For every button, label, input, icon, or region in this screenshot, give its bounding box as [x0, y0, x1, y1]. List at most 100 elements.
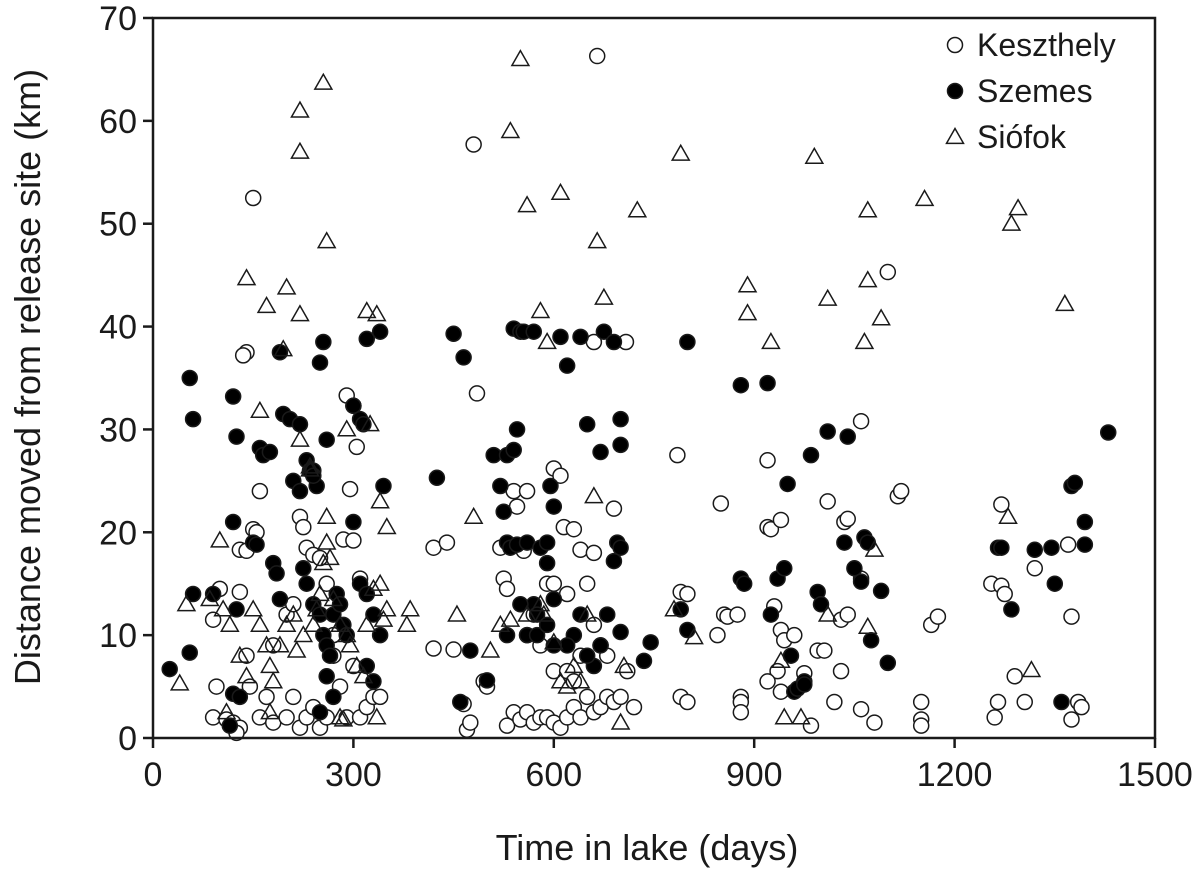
data-point-keszthely	[759, 673, 776, 690]
data-point-si-fok	[587, 231, 608, 249]
data-point-si-fok	[290, 141, 310, 159]
data-point-si-fok	[243, 599, 263, 617]
data-point-szemes	[762, 606, 780, 623]
data-point-szemes	[836, 534, 853, 551]
x-tick-label: 0	[144, 756, 163, 794]
data-point-szemes	[375, 477, 392, 495]
data-point-si-fok	[363, 578, 384, 596]
data-point-keszthely	[912, 717, 930, 734]
data-point-keszthely	[498, 717, 516, 734]
data-point-si-fok	[614, 655, 634, 674]
data-point-szemes	[776, 560, 793, 577]
data-point-si-fok	[914, 189, 935, 207]
data-point-si-fok	[761, 331, 781, 350]
data-point-keszthely	[1073, 698, 1090, 716]
x-tick-label: 300	[325, 756, 382, 794]
data-point-szemes	[552, 328, 569, 346]
data-point-keszthely	[572, 541, 589, 559]
data-point-si-fok	[220, 614, 240, 632]
y-tick-label: 0	[118, 720, 137, 758]
data-point-szemes	[358, 585, 376, 603]
data-point-keszthely	[578, 688, 596, 706]
data-point-szemes	[819, 423, 836, 440]
data-point-szemes	[345, 513, 362, 531]
data-point-si-fok	[577, 604, 597, 622]
data-point-si-fok	[276, 614, 297, 632]
data-point-keszthely	[518, 482, 536, 500]
data-point-keszthely	[1063, 608, 1080, 625]
x-axis: 0 300 600 900 1200 1500	[144, 738, 1193, 794]
data-point-si-fok	[360, 414, 380, 432]
data-point-szemes	[181, 644, 198, 661]
data-point-keszthely	[585, 544, 603, 562]
data-point-si-fok	[480, 640, 501, 658]
data-point-si-fok	[306, 599, 327, 617]
data-point-si-fok	[176, 594, 197, 612]
data-point-keszthely	[348, 438, 365, 456]
legend-label-szemes: Szemes	[977, 73, 1093, 109]
data-point-szemes	[371, 626, 389, 644]
data-point-keszthely	[208, 678, 225, 695]
data-point-keszthely	[852, 412, 870, 430]
data-point-szemes	[732, 376, 750, 394]
data-point-szemes	[642, 634, 659, 651]
data-point-keszthely	[578, 575, 596, 592]
data-point-si-fok	[377, 517, 397, 535]
data-point-szemes	[358, 330, 376, 348]
data-point-si-fok	[584, 486, 604, 504]
x-tick-label: 1200	[917, 756, 993, 794]
data-point-si-fok	[293, 625, 314, 643]
data-point-keszthely	[819, 493, 836, 510]
data-point-szemes	[492, 477, 509, 495]
data-point-si-fok	[771, 650, 791, 668]
data-point-szemes	[445, 325, 462, 343]
data-point-si-fok	[250, 614, 270, 632]
data-point-keszthely	[1059, 536, 1077, 553]
data-point-keszthely	[1063, 711, 1080, 728]
legend: Keszthely Szemes Siófok	[945, 27, 1116, 155]
data-point-keszthely	[912, 693, 930, 711]
data-point-szemes	[1066, 474, 1084, 492]
data-point-keszthely	[371, 688, 389, 706]
data-point-keszthely	[832, 662, 850, 680]
data-point-szemes	[796, 676, 813, 693]
data-point-keszthely	[852, 700, 870, 718]
data-point-szemes	[221, 717, 239, 734]
data-point-si-fok	[400, 599, 420, 617]
data-point-si-fok	[236, 268, 257, 286]
data-point-keszthely	[729, 606, 746, 623]
data-point-szemes	[612, 623, 629, 641]
data-point-si-fok	[500, 121, 521, 139]
y-tick-label: 10	[99, 617, 137, 655]
data-point-szemes	[248, 536, 265, 553]
data-point-keszthely	[669, 446, 686, 464]
data-point-si-fok	[290, 100, 310, 118]
data-point-si-fok	[300, 456, 320, 474]
data-point-keszthely	[996, 585, 1013, 603]
data-point-si-fok	[366, 304, 387, 322]
data-point-szemes	[321, 647, 339, 664]
data-point-szemes	[271, 590, 289, 608]
data-point-si-fok	[857, 616, 878, 635]
data-point-szemes	[1043, 539, 1060, 556]
data-point-szemes	[572, 328, 589, 346]
data-point-si-fok	[286, 640, 307, 658]
data-point-szemes	[224, 388, 242, 405]
data-point-keszthely	[1006, 668, 1023, 685]
data-point-si-fok	[300, 459, 320, 477]
data-point-keszthely	[892, 482, 910, 500]
data-point-szemes	[538, 534, 556, 551]
data-point-keszthely	[438, 534, 456, 551]
data-point-keszthely	[445, 641, 462, 658]
data-point-keszthely	[625, 698, 643, 716]
data-point-si-fok	[270, 635, 290, 653]
data-point-szemes	[872, 582, 890, 600]
data-point-szemes	[311, 354, 329, 371]
legend-label-si-fok: Siófok	[977, 119, 1067, 155]
data-point-szemes	[184, 410, 202, 428]
data-point-si-fok	[533, 604, 554, 622]
data-point-keszthely	[816, 642, 833, 659]
data-point-si-fok	[463, 506, 484, 524]
data-point-szemes	[528, 626, 546, 644]
